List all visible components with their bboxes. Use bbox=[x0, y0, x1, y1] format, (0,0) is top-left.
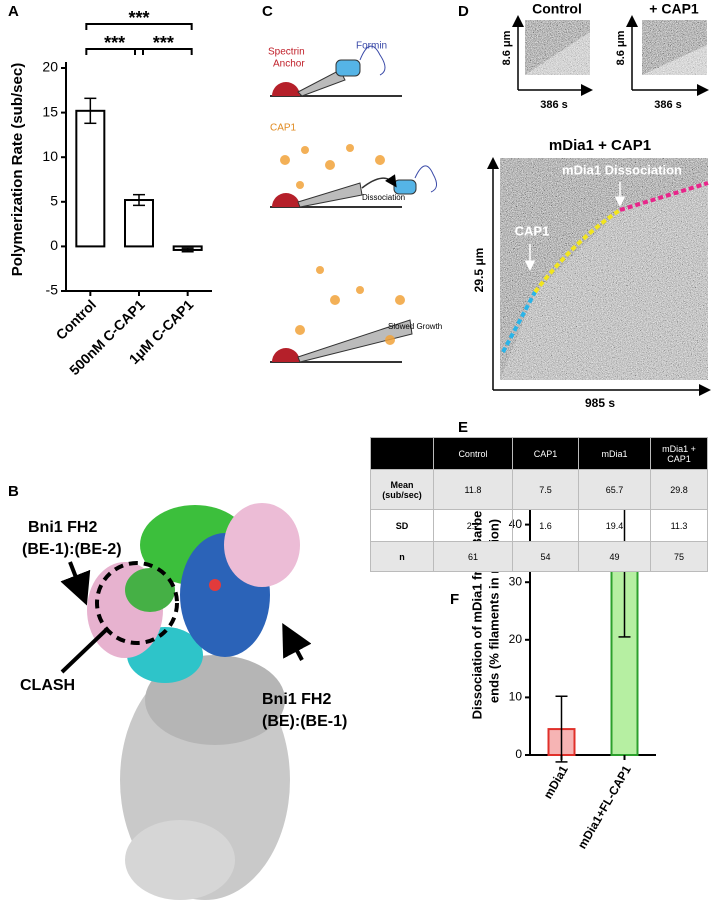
y-tick-label: -5 bbox=[46, 282, 59, 298]
table-cell: 1.6 bbox=[511, 509, 580, 542]
panel-letter: D bbox=[458, 3, 469, 20]
table-cell: mDia1 bbox=[578, 437, 651, 470]
significance-bracket bbox=[134, 48, 193, 55]
structure-label: Bni1 FH2 bbox=[28, 519, 97, 536]
significance-label: *** bbox=[128, 8, 149, 28]
table-row: Control CAP1 mDia1 mDia1 + CAP1 bbox=[370, 437, 708, 470]
schematic-label: Formin bbox=[356, 41, 387, 52]
significance-bracket bbox=[85, 48, 144, 55]
panel-letter: E bbox=[458, 419, 468, 436]
y-tick-label: 30 bbox=[509, 574, 523, 588]
table-cell: n bbox=[370, 541, 434, 572]
structure-label: Bni1 FH2 bbox=[262, 691, 331, 708]
kymographs bbox=[487, 15, 711, 396]
y-tick-label: 20 bbox=[42, 59, 58, 75]
table-cell: 61 bbox=[433, 541, 513, 572]
kymo-title: mDia1 + CAP1 bbox=[549, 137, 651, 154]
y-tick-label: 5 bbox=[50, 193, 58, 209]
y-axis-label: Polymerization Rate (sub/sec) bbox=[9, 63, 26, 276]
table-cell: 11.3 bbox=[650, 509, 708, 542]
table-cell: 29.8 bbox=[650, 469, 708, 510]
protein-structure bbox=[60, 503, 312, 900]
table-cell: Mean (sub/sec) bbox=[370, 469, 434, 510]
table-cell: CAP1 bbox=[511, 437, 580, 470]
schematic-label: Slowed Growth bbox=[388, 322, 442, 331]
table-row: Mean (sub/sec) 11.8 7.5 65.7 29.8 bbox=[370, 469, 708, 510]
schematic-label: Spectrin bbox=[268, 47, 305, 58]
panel-letter: C bbox=[262, 3, 273, 20]
y-tick-label: 20 bbox=[509, 632, 523, 646]
table-cell: mDia1 + CAP1 bbox=[650, 437, 708, 470]
table-cell: 11.8 bbox=[433, 469, 513, 510]
table-cell: 7.5 bbox=[511, 469, 580, 510]
panel-letter: A bbox=[8, 3, 19, 20]
panel-letter: F bbox=[450, 591, 459, 608]
kymo-axis-label: 8.6 μm bbox=[501, 30, 513, 65]
structure-label: (BE):(BE-1) bbox=[262, 713, 347, 730]
table-cell: 54 bbox=[511, 541, 580, 572]
table-cell: 19.4 bbox=[578, 509, 651, 542]
kymo-note: CAP1 bbox=[515, 223, 550, 238]
clash-label: CLASH bbox=[20, 677, 75, 694]
table-cell: 2.2 bbox=[433, 509, 513, 542]
table-cell bbox=[370, 437, 434, 470]
panel-letter: B bbox=[8, 483, 19, 500]
structure-label: (BE-1):(BE-2) bbox=[22, 541, 122, 558]
x-tick-label: mDia1+FL-CAP1 bbox=[575, 763, 634, 851]
kymo-axis-label: 386 s bbox=[540, 99, 568, 111]
y-tick-label: 10 bbox=[42, 148, 58, 164]
kymo-label: Control bbox=[532, 1, 582, 17]
table-cell: SD bbox=[370, 509, 434, 542]
kymo-label: + CAP1 bbox=[649, 1, 699, 17]
table-row: SD 2.2 1.6 19.4 11.3 bbox=[370, 509, 708, 542]
kymo-axis-label: 29.5 μm bbox=[472, 248, 486, 293]
significance-bracket bbox=[85, 23, 193, 30]
summary-table: Control CAP1 mDia1 mDia1 + CAP1 Mean (sub/se… bbox=[370, 437, 708, 572]
table-cell: 65.7 bbox=[578, 469, 651, 510]
schematic-label: CAP1 bbox=[270, 123, 297, 134]
kymo-axis-label: 985 s bbox=[585, 396, 615, 410]
table-cell: 49 bbox=[578, 541, 651, 572]
x-tick-label: mDia1 bbox=[541, 763, 571, 801]
kymo-axis-label: 386 s bbox=[654, 99, 682, 111]
schematic-label: Anchor bbox=[273, 59, 305, 70]
significance-label: *** bbox=[153, 33, 174, 53]
bar bbox=[124, 199, 154, 248]
schematic bbox=[270, 45, 437, 363]
y-tick-label: 0 bbox=[50, 237, 58, 253]
y-tick-label: 0 bbox=[515, 747, 522, 761]
x-tick-label: Control bbox=[53, 296, 100, 343]
kymo-axis-label: 8.6 μm bbox=[615, 30, 627, 65]
y-tick-label: 15 bbox=[42, 103, 58, 119]
table-row: n 61 54 49 75 bbox=[370, 541, 708, 572]
bar bbox=[75, 109, 106, 248]
kymo-note: mDia1 Dissociation bbox=[562, 162, 682, 177]
y-tick-label: 10 bbox=[509, 690, 523, 704]
table-cell: Control bbox=[433, 437, 513, 470]
schematic-label: Dissociation bbox=[362, 193, 405, 202]
table-cell: 75 bbox=[650, 541, 708, 572]
significance-label: *** bbox=[104, 33, 125, 53]
